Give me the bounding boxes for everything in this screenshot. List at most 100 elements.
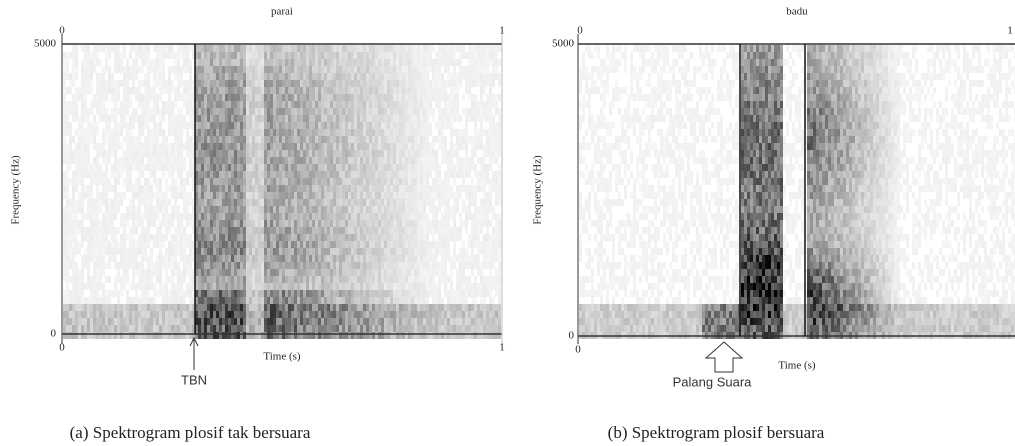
spectrogram-cell (291, 157, 294, 164)
spectrogram-cell (360, 220, 363, 227)
spectrogram-cell (303, 241, 306, 248)
spectrogram-cell (261, 248, 264, 255)
spectrogram-cell (408, 227, 411, 234)
spectrogram-cell (372, 164, 375, 171)
spectrogram-cell (399, 297, 402, 304)
spectrogram-cell (105, 241, 108, 248)
spectrogram-cell (222, 297, 225, 304)
spectrogram-cell (216, 80, 219, 87)
spectrogram-cell (195, 101, 198, 108)
spectrogram-cell (378, 304, 381, 311)
spectrogram-cell (258, 129, 261, 136)
spectrogram-cell (390, 122, 393, 129)
spectrogram-cell (150, 262, 153, 269)
spectrogram-cell (210, 304, 213, 311)
spectrogram-cell (198, 171, 201, 178)
spectrogram-cell (189, 269, 192, 276)
spectrogram-cell (426, 255, 429, 262)
spectrogram-cell (126, 171, 129, 178)
spectrogram-cell (420, 101, 423, 108)
spectrogram-cell (96, 283, 99, 290)
spectrogram-cell (204, 73, 207, 80)
spectrogram-cell (228, 276, 231, 283)
spectrogram-cell (192, 290, 195, 297)
spectrogram-cell (369, 122, 372, 129)
spectrogram-cell (234, 318, 237, 325)
spectrogram-cell (249, 297, 252, 304)
spectrogram-cell (105, 248, 108, 255)
spectrogram-cell (297, 178, 300, 185)
spectrogram-cell (273, 227, 276, 234)
spectrogram-cell (201, 262, 204, 269)
spectrogram-cell (153, 297, 156, 304)
spectrogram-cell (108, 290, 111, 297)
spectrogram-cell (210, 52, 213, 59)
spectrogram-cell (372, 276, 375, 283)
spectrogram-cell (117, 171, 120, 178)
spectrogram-cell (327, 94, 330, 101)
spectrogram-cell (171, 255, 174, 262)
spectrogram-cell (411, 318, 414, 325)
spectrogram-cell (333, 59, 336, 66)
spectrogram-cell (234, 185, 237, 192)
spectrogram-cell (225, 87, 228, 94)
spectrogram-cell (360, 45, 363, 52)
spectrogram-cell (225, 318, 228, 325)
spectrogram-cell (345, 122, 348, 129)
spectrogram-cell (117, 290, 120, 297)
spectrogram-cell (375, 73, 378, 80)
spectrogram-cell (78, 129, 81, 136)
spectrogram-cell (279, 255, 282, 262)
spectrogram-cell (438, 269, 441, 276)
spectrogram-cell (99, 73, 102, 80)
spectrogram-cell (246, 276, 249, 283)
spectrogram-cell (63, 325, 66, 332)
spectrogram-cell (129, 255, 132, 262)
spectrogram-cell (423, 115, 426, 122)
spectrogram-cell (261, 290, 264, 297)
spectrogram-cell (177, 115, 180, 122)
spectrogram-cell (321, 136, 324, 143)
spectrogram-cell (405, 220, 408, 227)
spectrogram-cell (213, 192, 216, 199)
spectrogram-cell (171, 108, 174, 115)
spectrogram-cell (144, 269, 147, 276)
spectrogram-cell (351, 115, 354, 122)
spectrogram-cell (426, 122, 429, 129)
spectrogram-cell (420, 157, 423, 164)
spectrogram-cell (390, 206, 393, 213)
spectrogram-cell (255, 150, 258, 157)
spectrogram-cell (393, 220, 396, 227)
spectrogram-cell (264, 304, 267, 311)
spectrogram-cell (303, 248, 306, 255)
spectrogram-cell (243, 283, 246, 290)
spectrogram-cell (285, 213, 288, 220)
spectrogram-cell (198, 143, 201, 150)
spectrogram-cell (414, 185, 417, 192)
spectrogram-cell (135, 45, 138, 52)
spectrogram-cell (195, 262, 198, 269)
spectrogram-cell (315, 73, 318, 80)
spectrogram-cell (201, 157, 204, 164)
spectrogram-cell (126, 325, 129, 332)
spectrogram-cell (81, 115, 84, 122)
spectrogram-cell (225, 129, 228, 136)
spectrogram-cell (210, 213, 213, 220)
spectrogram-cell (315, 206, 318, 213)
spectrogram-cell (84, 108, 87, 115)
spectrogram-cell (267, 178, 270, 185)
spectrogram-cell (243, 248, 246, 255)
spectrogram-cell (129, 94, 132, 101)
spectrogram-cell (327, 227, 330, 234)
spectrogram-cell (438, 101, 441, 108)
spectrogram-cell (369, 59, 372, 66)
spectrogram-cell (255, 255, 258, 262)
spectrogram-cell (108, 143, 111, 150)
spectrogram-cell (159, 94, 162, 101)
spectrogram-cell (96, 220, 99, 227)
spectrogram-cell (309, 178, 312, 185)
spectrogram-cell (423, 220, 426, 227)
spectrogram-cell (288, 101, 291, 108)
spectrogram-cell (252, 192, 255, 199)
spectrogram-cell (402, 318, 405, 325)
